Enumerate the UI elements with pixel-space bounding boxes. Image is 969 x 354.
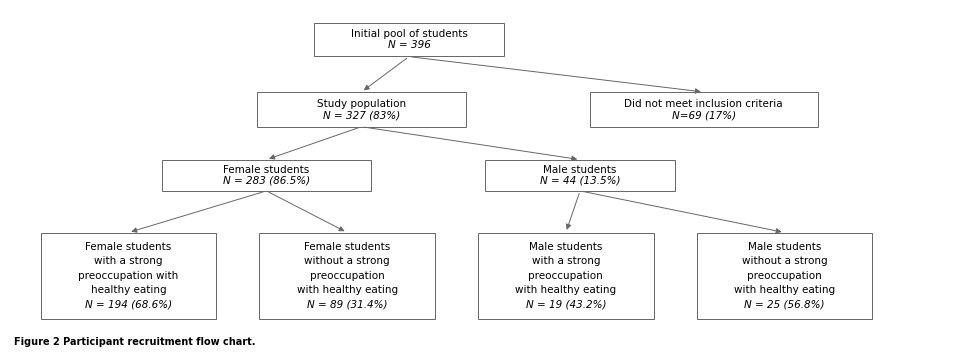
FancyBboxPatch shape	[257, 92, 465, 127]
Text: N = 194 (68.6%): N = 194 (68.6%)	[85, 300, 172, 310]
Text: N = 327 (83%): N = 327 (83%)	[323, 110, 399, 120]
FancyBboxPatch shape	[484, 160, 674, 191]
Text: Female students: Female students	[223, 165, 309, 175]
Text: Male students: Male students	[528, 242, 602, 252]
Text: preoccupation: preoccupation	[746, 271, 821, 281]
Text: without a strong: without a strong	[304, 256, 390, 267]
Text: healthy eating: healthy eating	[91, 285, 166, 295]
Text: without a strong: without a strong	[741, 256, 827, 267]
FancyBboxPatch shape	[314, 23, 504, 56]
Text: N = 396: N = 396	[387, 40, 430, 51]
Text: Figure 2 Participant recruitment flow chart.: Figure 2 Participant recruitment flow ch…	[15, 337, 256, 347]
FancyBboxPatch shape	[41, 233, 216, 319]
FancyBboxPatch shape	[589, 92, 817, 127]
Text: N = 283 (86.5%): N = 283 (86.5%)	[223, 176, 310, 185]
Text: N=69 (17%): N=69 (17%)	[671, 110, 735, 120]
Text: Did not meet inclusion criteria: Did not meet inclusion criteria	[624, 98, 782, 109]
Text: with a strong: with a strong	[94, 256, 163, 267]
Text: N = 44 (13.5%): N = 44 (13.5%)	[540, 176, 619, 185]
FancyBboxPatch shape	[259, 233, 435, 319]
Text: Male students: Male students	[747, 242, 821, 252]
FancyBboxPatch shape	[478, 233, 653, 319]
Text: with a strong: with a strong	[531, 256, 600, 267]
Text: N = 89 (31.4%): N = 89 (31.4%)	[306, 300, 387, 310]
FancyBboxPatch shape	[696, 233, 871, 319]
Text: preoccupation: preoccupation	[528, 271, 603, 281]
Text: preoccupation: preoccupation	[309, 271, 384, 281]
FancyBboxPatch shape	[162, 160, 370, 191]
Text: with healthy eating: with healthy eating	[297, 285, 397, 295]
Text: Initial pool of students: Initial pool of students	[350, 29, 467, 40]
Text: Female students: Female students	[85, 242, 172, 252]
Text: preoccupation with: preoccupation with	[78, 271, 178, 281]
Text: Study population: Study population	[317, 98, 406, 109]
Text: N = 25 (56.8%): N = 25 (56.8%)	[743, 300, 824, 310]
Text: N = 19 (43.2%): N = 19 (43.2%)	[525, 300, 606, 310]
Text: Female students: Female students	[303, 242, 390, 252]
Text: with healthy eating: with healthy eating	[734, 285, 834, 295]
Text: with healthy eating: with healthy eating	[515, 285, 615, 295]
Text: Male students: Male students	[543, 165, 616, 175]
